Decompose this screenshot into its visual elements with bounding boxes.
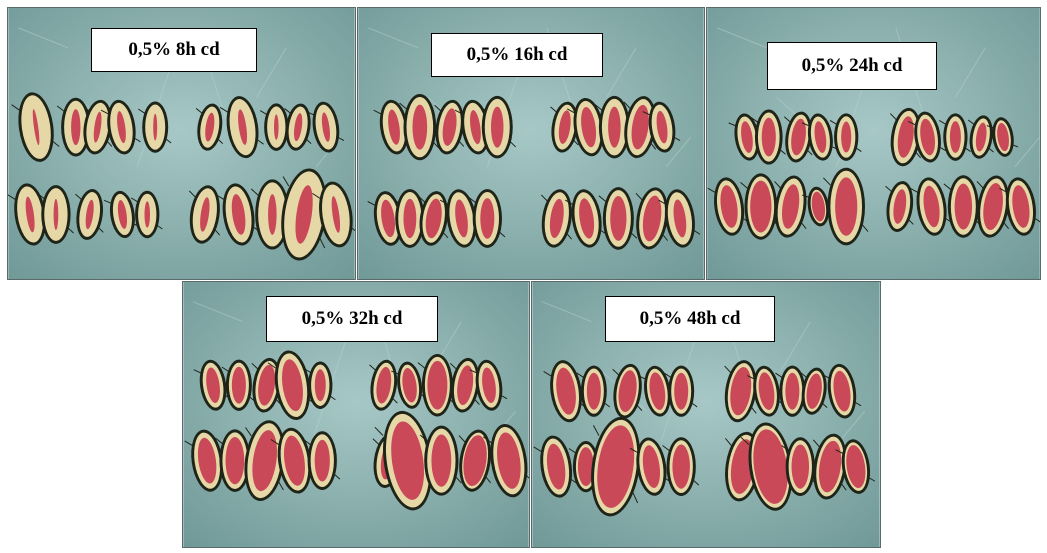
panel-label-48h: 0,5% 48h cd: [605, 296, 775, 342]
panel-label-16h: 0,5% 16h cd: [431, 33, 603, 77]
photo-panel-32h: 0,5% 32h cd: [182, 281, 530, 548]
panel-label-8h: 0,5% 8h cd: [91, 28, 257, 72]
photo-panel-8h: 0,5% 8h cd: [7, 7, 356, 280]
panel-label-24h: 0,5% 24h cd: [767, 42, 937, 90]
photo-panel-48h: 0,5% 48h cd: [531, 281, 881, 548]
photo-panel-24h: 0,5% 24h cd: [706, 7, 1041, 280]
panel-label-32h: 0,5% 32h cd: [266, 296, 438, 342]
photo-panel-16h: 0,5% 16h cd: [357, 7, 705, 280]
